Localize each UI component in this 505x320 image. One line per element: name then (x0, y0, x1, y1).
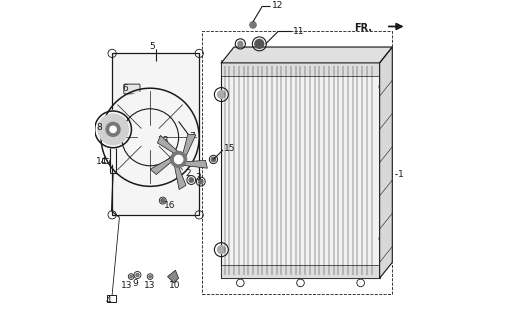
Polygon shape (167, 270, 178, 283)
Bar (112, 53, 199, 215)
Circle shape (255, 39, 263, 48)
Circle shape (97, 114, 128, 145)
Circle shape (189, 178, 193, 182)
Text: 14: 14 (96, 157, 107, 166)
Circle shape (106, 122, 120, 136)
Polygon shape (174, 165, 186, 189)
Polygon shape (157, 135, 179, 154)
Polygon shape (182, 160, 207, 168)
Circle shape (217, 246, 225, 253)
Text: 1: 1 (397, 170, 403, 179)
Text: 11: 11 (292, 27, 304, 36)
Bar (221, 266, 379, 278)
Text: 5: 5 (148, 42, 154, 51)
Text: 13: 13 (120, 281, 132, 290)
Text: 6: 6 (122, 84, 128, 93)
Text: 13: 13 (143, 281, 155, 290)
Text: 4: 4 (106, 296, 111, 306)
Circle shape (104, 92, 195, 183)
Polygon shape (379, 47, 391, 278)
Text: 9: 9 (132, 279, 137, 288)
Bar (202, 31, 391, 294)
Polygon shape (182, 134, 195, 158)
Circle shape (198, 180, 203, 184)
Circle shape (237, 41, 242, 46)
FancyBboxPatch shape (124, 84, 140, 94)
Circle shape (211, 157, 215, 162)
Circle shape (130, 275, 132, 278)
Circle shape (170, 152, 186, 167)
Polygon shape (150, 157, 172, 174)
Text: 12: 12 (272, 1, 283, 10)
Bar (221, 63, 379, 278)
Text: FR.: FR. (353, 23, 371, 33)
Circle shape (160, 138, 163, 140)
Text: 8: 8 (96, 123, 102, 132)
Bar (102, 158, 109, 163)
Polygon shape (221, 47, 391, 63)
Text: 7: 7 (189, 132, 194, 141)
Circle shape (161, 199, 164, 203)
Text: 10: 10 (169, 281, 180, 290)
Text: 16: 16 (164, 202, 176, 211)
Text: 15: 15 (223, 145, 235, 154)
Circle shape (110, 126, 116, 132)
Circle shape (249, 22, 256, 28)
Circle shape (174, 155, 182, 164)
Circle shape (136, 273, 139, 276)
Circle shape (217, 91, 225, 98)
Bar (221, 60, 379, 76)
Circle shape (148, 275, 151, 278)
Bar (107, 295, 116, 302)
Text: 13: 13 (158, 136, 169, 145)
Text: 2: 2 (184, 169, 190, 178)
Text: 3: 3 (195, 173, 200, 182)
